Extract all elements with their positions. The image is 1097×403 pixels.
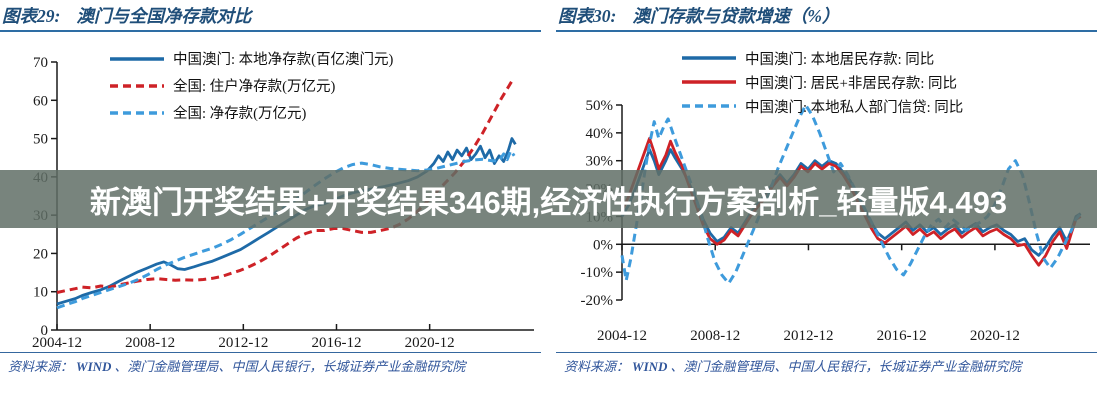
legend-item: 中国澳门: 居民+非居民存款: 同比 xyxy=(682,70,963,94)
legend-item: 中国澳门: 本地私人部门信贷: 同比 xyxy=(682,94,963,118)
source-wind: WIND xyxy=(632,359,668,374)
dashed-line-swatch xyxy=(682,104,736,108)
left-chart-source: 资料来源： WIND 、澳门金融管理局、中国人民银行，长城证券产业金融研究院 xyxy=(0,352,541,403)
svg-text:2020-12: 2020-12 xyxy=(970,328,1020,344)
svg-text:50%: 50% xyxy=(586,98,614,114)
svg-text:0: 0 xyxy=(41,323,49,339)
legend-label: 中国澳门: 本地净存款(百亿澳门元) xyxy=(173,52,394,68)
svg-text:0%: 0% xyxy=(593,237,613,253)
svg-text:-20%: -20% xyxy=(581,293,614,309)
svg-text:2016-12: 2016-12 xyxy=(877,328,927,344)
svg-text:60: 60 xyxy=(33,93,48,109)
right-chart-header: 图表30: 澳门存款与贷款增速（%） xyxy=(556,1,1097,32)
svg-text:2012-12: 2012-12 xyxy=(218,335,268,351)
left-chart-legend: 中国澳门: 本地净存款(百亿澳门元) 全国: 住户净存款(万亿元) 全国: 净存款(… xyxy=(110,45,393,126)
svg-text:30%: 30% xyxy=(586,154,614,170)
svg-text:70: 70 xyxy=(33,55,48,71)
left-chart-header: 图表29: 澳门与全国净存款对比 xyxy=(0,1,541,32)
legend-label: 中国澳门: 本地私人部门信贷: 同比 xyxy=(745,99,964,116)
svg-text:10: 10 xyxy=(33,285,48,301)
legend-item: 全国: 净存款(万亿元) xyxy=(110,99,393,126)
legend-label: 全国: 住户净存款(万亿元) xyxy=(173,79,336,95)
left-figure-label: 图表29: xyxy=(2,6,61,26)
dashed-line-swatch xyxy=(110,110,164,115)
watermark-banner: 新澳门开奖结果+开奖结果346期,经济性执行方案剖析_轻量版4.493 xyxy=(0,170,1097,228)
right-chart-panel: 图表30:澳门存款与贷款增速（%） -20%-10%0%10%20%30%40%… xyxy=(556,0,1097,400)
series-line xyxy=(56,78,515,294)
svg-text:2004-12: 2004-12 xyxy=(597,328,647,344)
source-label: 资料来源： xyxy=(8,359,74,374)
legend-item: 全国: 住户净存款(万亿元) xyxy=(110,72,393,99)
source-label: 资料来源： xyxy=(564,359,630,374)
dashed-line-swatch xyxy=(110,83,164,88)
left-chart-title: 澳门与全国净存款对比 xyxy=(76,6,252,26)
svg-text:-10%: -10% xyxy=(581,265,614,281)
solid-line-swatch xyxy=(110,56,164,61)
solid-line-swatch xyxy=(682,80,736,84)
svg-text:2020-12: 2020-12 xyxy=(405,335,455,351)
svg-text:50: 50 xyxy=(33,132,48,148)
source-wind: WIND xyxy=(76,359,112,374)
solid-line-swatch xyxy=(682,56,736,60)
svg-text:2004-12: 2004-12 xyxy=(32,335,82,351)
right-figure-label: 图表30: xyxy=(558,6,617,26)
legend-label: 中国澳门: 本地居民存款: 同比 xyxy=(745,51,935,68)
source-rest: 、澳门金融管理局、中国人民银行，长城证券产业金融研究院 xyxy=(114,359,466,374)
legend-item: 中国澳门: 本地净存款(百亿澳门元) xyxy=(110,45,393,72)
right-chart-source: 资料来源： WIND 、澳门金融管理局、中国人民银行，长城证券产业金融研究院 xyxy=(556,352,1097,403)
watermark-text: 新澳门开奖结果+开奖结果346期,经济性执行方案剖析_轻量版4.493 xyxy=(89,184,1008,220)
legend-label: 全国: 净存款(万亿元) xyxy=(173,106,307,122)
svg-text:2008-12: 2008-12 xyxy=(690,328,740,344)
svg-text:20: 20 xyxy=(33,246,48,262)
svg-text:2008-12: 2008-12 xyxy=(125,335,175,351)
source-rest: 、澳门金融管理局、中国人民银行，长城证券产业金融研究院 xyxy=(670,359,1022,374)
legend-label: 中国澳门: 居民+非居民存款: 同比 xyxy=(745,75,957,92)
svg-text:2012-12: 2012-12 xyxy=(783,328,833,344)
right-chart-title: 澳门存款与贷款增速（%） xyxy=(632,6,840,26)
svg-text:2016-12: 2016-12 xyxy=(311,335,361,351)
svg-text:40%: 40% xyxy=(586,126,614,142)
legend-item: 中国澳门: 本地居民存款: 同比 xyxy=(682,46,963,70)
right-chart-legend: 中国澳门: 本地居民存款: 同比中国澳门: 居民+非居民存款: 同比 中国澳门: … xyxy=(682,46,963,118)
